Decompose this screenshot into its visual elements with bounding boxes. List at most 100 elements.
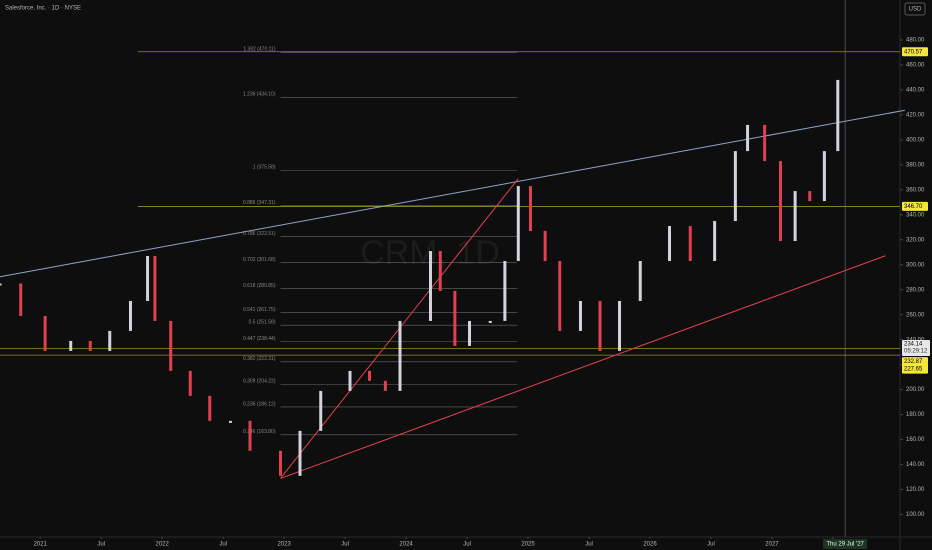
y-tick-label: 380.00 — [906, 162, 925, 168]
countdown: 05:29:12 — [904, 349, 928, 355]
fib-label: 0.702 (301.68) — [243, 257, 276, 263]
y-tick-label: 480.00 — [906, 38, 925, 44]
price-level-tag-box — [902, 357, 928, 367]
x-tick-label: 2023 — [277, 542, 291, 548]
y-tick-label: 280.00 — [906, 287, 925, 293]
price-level-tag: 470.57 — [904, 49, 923, 55]
candle — [488, 320, 492, 323]
candle — [713, 221, 717, 262]
candle — [578, 300, 582, 331]
y-tick-label: 200.00 — [906, 387, 925, 393]
price-level-tag-box — [902, 201, 928, 211]
y-tick-label: 340.00 — [906, 212, 925, 218]
candle — [763, 124, 767, 162]
cursor-label-box — [823, 539, 868, 549]
price-level-tag-box — [902, 47, 928, 57]
candle — [438, 251, 442, 291]
candle — [319, 390, 323, 431]
candle — [688, 226, 692, 262]
fib-label: 1.236 (434.10) — [243, 92, 276, 98]
candle — [298, 430, 302, 476]
x-tick-label: 2021 — [34, 542, 48, 548]
currency: USD — [909, 7, 922, 13]
x-tick-label: Jul — [219, 542, 227, 548]
currency-box[interactable] — [904, 2, 926, 16]
candle — [638, 261, 642, 301]
price-level-tag: 346.70 — [904, 204, 923, 210]
candle — [19, 283, 23, 316]
y-tick-label: 440.00 — [906, 87, 925, 93]
y-tick-label: 420.00 — [906, 112, 925, 118]
price-level-tag-box — [902, 364, 928, 374]
candle — [128, 300, 132, 331]
candle — [516, 186, 520, 262]
candle — [69, 340, 73, 351]
x-tick-label: 2024 — [399, 542, 413, 548]
x-tick-label: 2027 — [765, 542, 779, 548]
candle — [668, 226, 672, 262]
x-tick-label: Jul — [341, 542, 349, 548]
candle — [822, 151, 826, 202]
y-tick-label: 120.00 — [906, 487, 925, 493]
candle — [398, 320, 402, 391]
trendline — [0, 109, 905, 278]
candle — [598, 300, 602, 351]
candle — [383, 380, 387, 391]
candle — [453, 290, 457, 346]
candle — [108, 330, 112, 351]
y-tick-label: 160.00 — [906, 437, 925, 443]
last-price: 234.14 — [904, 342, 923, 348]
fib-label: 1.382 (470.11) — [243, 47, 275, 53]
cursor-label: Thu 29 Jul '27 — [826, 542, 864, 548]
fib-label: 0.146 (163.80) — [243, 429, 276, 435]
candle — [208, 395, 212, 421]
candle — [528, 186, 532, 232]
candle — [793, 191, 797, 242]
candle — [88, 340, 92, 351]
candle — [348, 370, 352, 391]
x-tick-label: 2022 — [156, 542, 170, 548]
candle — [543, 231, 547, 262]
candle — [808, 191, 812, 202]
fib-label: 0.618 (280.85) — [243, 283, 276, 289]
candle — [146, 256, 150, 301]
trendline — [280, 255, 886, 479]
fib-label: 0.236 (186.12) — [243, 401, 276, 407]
fib-label: 0.786 (322.51) — [243, 231, 276, 237]
candle — [618, 300, 622, 351]
candle — [0, 283, 2, 286]
candle — [468, 320, 472, 346]
y-tick-label: 300.00 — [906, 262, 925, 268]
fib-label: 1 (375.58) — [253, 165, 276, 171]
fib-label: 0.309 (204.22) — [243, 379, 276, 385]
candle — [153, 256, 157, 321]
fib-label: 0.382 (222.31) — [243, 356, 276, 362]
candle — [43, 315, 47, 351]
x-tick-label: Jul — [707, 542, 715, 548]
x-tick-label: 2025 — [521, 542, 535, 548]
x-tick-label: 2026 — [643, 542, 657, 548]
candle — [733, 151, 737, 222]
candle — [248, 420, 252, 451]
y-tick-label: 100.00 — [906, 512, 925, 518]
candle — [228, 420, 232, 423]
y-tick-label: 400.00 — [906, 137, 925, 143]
x-tick-label: Jul — [585, 542, 593, 548]
candle — [188, 370, 192, 396]
candle — [169, 320, 173, 371]
x-tick-label: Jul — [463, 542, 471, 548]
candle — [278, 450, 282, 476]
y-tick-label: 320.00 — [906, 237, 925, 243]
y-tick-label: 260.00 — [906, 312, 925, 318]
candle — [746, 124, 750, 152]
chart-title: Salesforce, Inc. · 1D · NYSE — [5, 6, 81, 12]
price-level-tag: 232.87 — [904, 359, 923, 365]
fib-label: 0.541 (261.75) — [243, 307, 276, 313]
candle — [368, 370, 372, 381]
last-price-box — [902, 340, 930, 357]
candle — [503, 261, 507, 321]
candle — [558, 261, 562, 331]
fib-label: 0.5 (251.58) — [249, 320, 276, 326]
